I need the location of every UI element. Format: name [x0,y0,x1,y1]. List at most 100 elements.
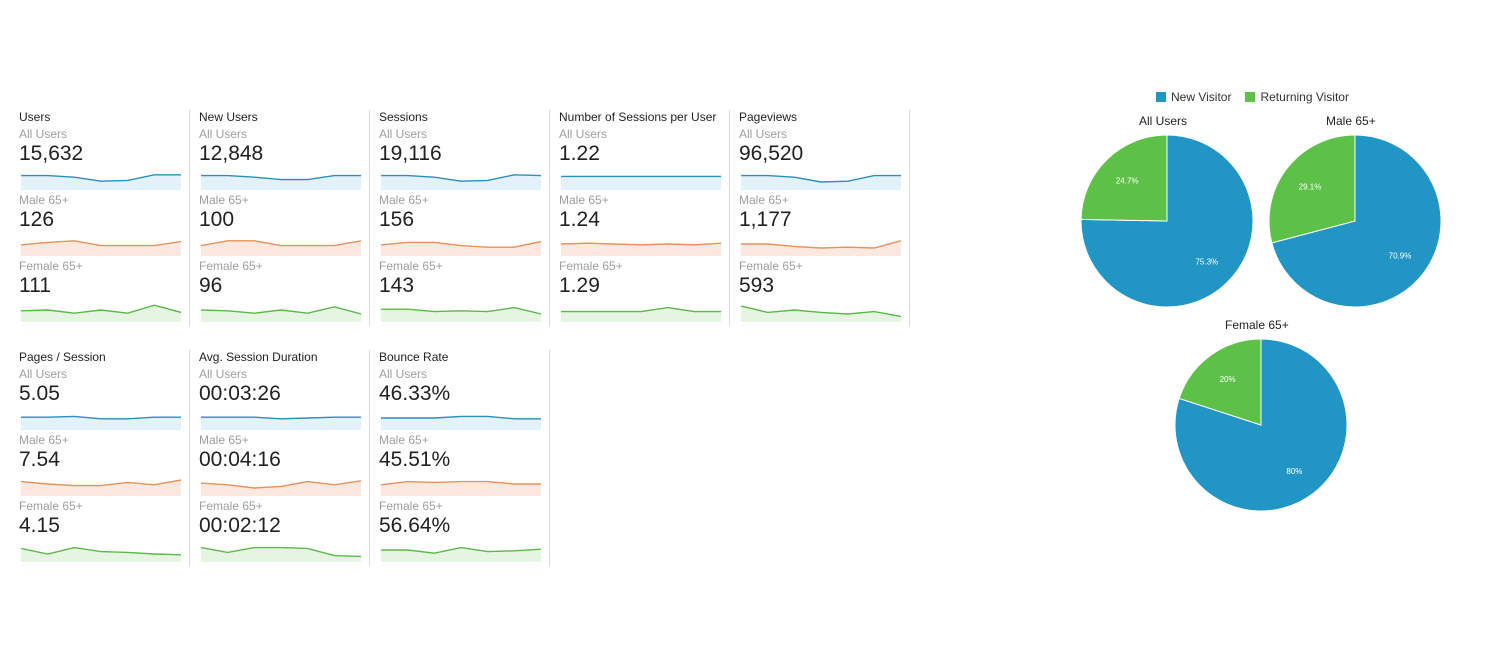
sparkline-line [201,174,361,181]
segment-label: Female 65+ [199,259,263,273]
sparkline-line [741,305,901,318]
sparkline-line [561,306,721,313]
metric-segment: Female 65+ 4.15 [19,499,189,565]
metric-segment: Male 65+ 156 [379,193,549,259]
sparkline-line [201,240,361,247]
segment-value: 5.05 [19,382,60,405]
sparkline [21,415,181,430]
pie-slice-label: 29.1% [1299,182,1322,191]
metric-segment: All Users 12,848 [199,127,369,193]
metric-segment: Female 65+ 56.64% [379,499,549,565]
metric-card: Pages / Session All Users 5.05 Male 65+ 7.54… [19,350,190,566]
metric-card: Bounce Rate All Users 46.33% Male 65+ 45.51%… [379,350,550,566]
sparkline-line [21,415,181,420]
pie-slice-label: 75.3% [1195,258,1218,267]
pie-slice-label: 24.7% [1116,177,1139,186]
sparkline-area [381,481,541,496]
segment-value: 00:04:16 [199,448,281,471]
sparkline-line [381,546,541,554]
sparkline [561,175,721,190]
segment-value: 100 [199,208,235,231]
segment-label: Male 65+ [379,433,429,447]
legend-item-returning-visitor: Returning Visitor [1245,90,1349,104]
sparkline-area [381,241,541,256]
segment-value: 111 [19,274,51,297]
sparkline [201,174,361,190]
sparkline [201,306,361,322]
segment-label: Female 65+ [19,259,83,273]
segment-label: All Users [739,127,788,141]
segment-value: 12,848 [199,142,264,165]
segment-label: Male 65+ [199,433,249,447]
segment-value: 56.64% [379,514,451,537]
pie-chart-all-users: 75.3% 24.7% [1080,134,1254,308]
segment-label: Female 65+ [199,499,263,513]
segment-label: All Users [19,367,68,381]
sparkline-area [741,306,901,322]
segment-value: 00:03:26 [199,382,281,405]
sparkline-line [201,546,361,558]
metric-card: Avg. Session Duration All Users 00:03:26 Ma… [199,350,370,566]
sparkline-area [21,480,181,496]
sparkline-area [21,416,181,430]
sparkline [381,546,541,562]
sparkline-line [201,480,361,489]
metric-segment: All Users 96,520 [739,127,909,193]
metric-title: Avg. Session Duration [199,350,318,364]
segment-label: Female 65+ [19,499,83,513]
segment-value: 00:02:12 [199,514,281,537]
segment-label: All Users [199,367,248,381]
segment-label: Male 65+ [199,193,249,207]
metric-card: Sessions All Users 19,116 Male 65+ 156 Female… [379,110,550,326]
segment-label: Male 65+ [19,193,69,207]
segment-label: All Users [379,127,428,141]
sparkline-line [21,304,181,314]
metric-segment: Male 65+ 126 [19,193,189,259]
segment-value: 15,632 [19,142,84,165]
pie-slice-new-visitor [1080,134,1254,308]
metric-card: Pageviews All Users 96,520 Male 65+ 1,177 Fem… [739,110,910,326]
sparkline-line [21,174,181,182]
metric-card: New Users All Users 12,848 Male 65+ 100 Femal… [199,110,370,326]
segment-value: 1.22 [559,142,600,165]
segment-label: Female 65+ [379,499,443,513]
sparkline-area [21,547,181,562]
segment-label: All Users [199,127,248,141]
sparkline-area [381,416,541,430]
metric-segment: All Users 5.05 [19,367,189,433]
sparkline-line [201,416,361,420]
segment-value: 126 [19,208,55,231]
segment-value: 593 [739,274,775,297]
segment-value: 96,520 [739,142,804,165]
sparkline [21,479,181,496]
sparkline-area [381,174,541,190]
sparkline [201,240,361,256]
segment-value: 96 [199,274,223,297]
sparkline-line [21,479,181,487]
sparkline [381,480,541,496]
pie-chart-female-65: 80% 20% [1174,338,1348,512]
sparkline-line [381,480,541,486]
sparkline-area [561,176,721,190]
metric-segment: Male 65+ 100 [199,193,369,259]
segment-label: All Users [19,127,68,141]
segment-value: 1.24 [559,208,600,231]
metric-card: Users All Users 15,632 Male 65+ 126 Female 65… [19,110,190,326]
segment-label: Male 65+ [559,193,609,207]
pie-slice-returning-visitor [1080,134,1168,222]
sparkline-area [381,547,541,562]
pie-slice-returning-visitor [1268,134,1356,244]
legend-swatch-new-visitor [1156,92,1166,102]
metric-segment: Male 65+ 00:04:16 [199,433,369,499]
pie-slice-label: 20% [1220,375,1236,384]
sparkline-area [381,307,541,322]
segment-value: 156 [379,208,415,231]
sparkline [381,415,541,430]
segment-value: 46.33% [379,382,451,405]
sparkline [21,240,181,256]
sparkline-line [561,242,721,246]
sparkline-area [21,240,181,256]
metric-segment: Female 65+ 143 [379,259,549,325]
sparkline-area [561,307,721,322]
sparkline-line [201,306,361,315]
